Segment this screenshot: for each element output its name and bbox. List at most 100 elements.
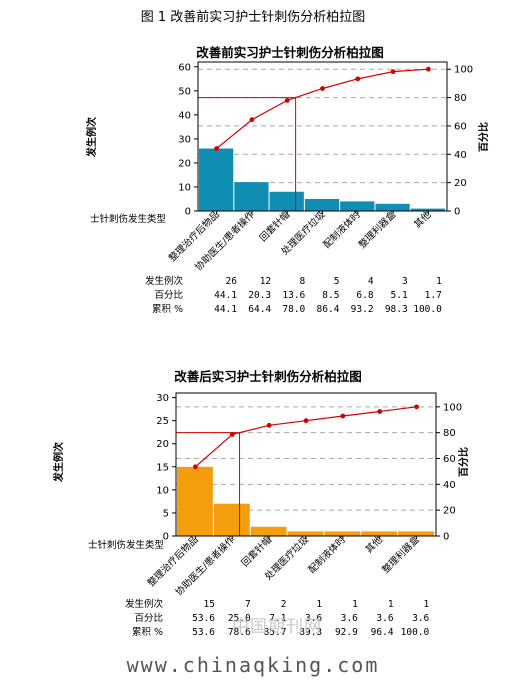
before-y2label: 百分比 — [477, 122, 490, 152]
watermark-url: www.chinaqking.com — [126, 653, 380, 677]
after-cumulative-point-1 — [193, 464, 198, 470]
after-row-1-cell-1: 15 — [204, 599, 215, 610]
before-bar-6 — [375, 203, 410, 211]
before-y2tick-label: 20 — [454, 178, 467, 189]
after-bar-2 — [213, 503, 250, 536]
after-row-1-cell-4: 1 — [316, 599, 322, 610]
before-cumulative-point-5 — [355, 76, 361, 82]
before-ytick-label: 30 — [178, 134, 191, 145]
before-cumulative-point-6 — [390, 69, 396, 75]
after-category-label-5: 配制液体时 — [306, 533, 348, 575]
figure-title: 图 1 改善前实习护士针刺伤分析柏拉图 — [140, 10, 366, 25]
before-row-label-1: 发生例次 — [145, 275, 184, 287]
before-row-3-cell-1: 44.1 — [214, 304, 237, 315]
before-bar-7 — [410, 208, 445, 211]
after-y2tick-label: 100 — [443, 402, 462, 413]
after-row-2-cell-7: 3.6 — [412, 613, 429, 624]
after-row-2-cell-2: 25.0 — [228, 613, 251, 624]
before-ytick-label: 0 — [185, 207, 191, 218]
after-bar-3 — [250, 526, 287, 536]
before-y2tick-label: 40 — [454, 150, 467, 161]
before-row-label-3: 累积 % — [152, 303, 183, 315]
watermark-cn: 中国期刊网 — [232, 617, 322, 637]
after-row-2-cell-3: 7.1 — [269, 613, 286, 624]
before-ytick-label: 50 — [178, 86, 191, 97]
after-xlabel: 士针刺伤发生类型 — [88, 539, 165, 551]
after-cumulative-point-2 — [229, 432, 235, 437]
before-ytick-label: 40 — [178, 110, 191, 121]
before-row-2-cell-2: 20.3 — [248, 290, 271, 301]
before-row-2-cell-5: 6.8 — [356, 290, 373, 301]
after-cumulative-point-7 — [414, 404, 419, 410]
before-cumulative-line — [216, 68, 429, 149]
after-row-1-cell-3: 2 — [281, 599, 287, 610]
after-bar-4 — [287, 531, 324, 536]
after-cumulative-point-6 — [377, 409, 383, 414]
after-row-3-cell-4: 89.3 — [299, 627, 322, 638]
before-ylabel: 发生例次 — [85, 117, 98, 158]
before-y2tick-label: 60 — [454, 121, 467, 132]
after-y2tick-label: 20 — [443, 506, 456, 517]
before-y2tick-label: 80 — [454, 93, 467, 104]
after-row-1-cell-2: 7 — [245, 599, 251, 610]
after-cumulative-point-3 — [266, 422, 272, 428]
after-ytick-label: 0 — [163, 532, 169, 543]
after-row-1-cell-5: 1 — [352, 599, 358, 610]
after-bar-5 — [324, 531, 361, 536]
after-ytick-label: 25 — [156, 416, 169, 427]
before-row-1-cell-6: 3 — [402, 276, 408, 287]
before-bar-5 — [340, 201, 375, 211]
before-row-3-cell-2: 64.4 — [248, 304, 271, 315]
before-row-3-cell-3: 78.0 — [282, 304, 305, 315]
after-cumulative-line — [195, 406, 417, 468]
after-bar-6 — [361, 531, 398, 536]
before-row-3-cell-7: 100.0 — [413, 304, 442, 315]
chart-title-before: 改善前实习护士针刺伤分析柏拉图 — [196, 45, 384, 60]
after-row-label-1: 发生例次 — [125, 598, 164, 610]
before-row-1-cell-4: 5 — [334, 276, 340, 287]
after-y2tick-label: 80 — [443, 428, 456, 439]
after-row-3-cell-1: 53.6 — [192, 627, 215, 638]
after-row-1-cell-7: 1 — [424, 599, 430, 610]
before-bar-3 — [269, 191, 304, 211]
before-row-1-cell-7: 1 — [436, 276, 442, 287]
after-row-2-cell-4: 3.6 — [305, 613, 322, 624]
after-ylabel: 发生例次 — [52, 442, 65, 483]
before-row-1-cell-5: 4 — [368, 276, 374, 287]
before-y2tick-label: 100 — [454, 65, 473, 76]
before-row-2-cell-3: 13.6 — [282, 290, 305, 301]
before-ytick-label: 20 — [178, 158, 191, 169]
after-row-2-cell-1: 53.6 — [192, 613, 215, 624]
chart-title-after: 改善后实习护士针刺伤分析柏拉图 — [174, 369, 362, 384]
after-row-3-cell-2: 78.6 — [228, 627, 251, 638]
after-y2tick-label: 40 — [443, 480, 456, 491]
before-row-2-cell-6: 5.1 — [391, 290, 408, 301]
before-cumulative-point-7 — [425, 66, 431, 72]
before-category-label-6: 整理利器盒 — [356, 208, 398, 250]
after-bar-7 — [398, 531, 434, 536]
after-y2tick-label: 60 — [443, 454, 456, 465]
after-ytick-label: 15 — [156, 462, 169, 473]
before-cumulative-point-2 — [249, 117, 255, 123]
after-category-label-6: 其他 — [363, 533, 385, 555]
before-category-label-3: 回套针帽 — [257, 209, 292, 244]
after-row-label-3: 累积 % — [132, 626, 163, 638]
after-ytick-label: 30 — [156, 393, 169, 404]
after-row-1-cell-6: 1 — [388, 599, 394, 610]
before-bar-2 — [234, 182, 269, 211]
after-bar-1 — [177, 466, 213, 536]
after-y2tick-label: 0 — [443, 532, 449, 543]
before-cumulative-point-3 — [284, 98, 290, 103]
before-cumulative-point-4 — [320, 86, 325, 91]
after-category-label-7: 整理利器盒 — [380, 533, 422, 575]
before-category-label-7: 其他 — [412, 208, 434, 230]
before-row-3-cell-5: 93.2 — [351, 304, 374, 315]
after-row-2-cell-5: 3.6 — [341, 613, 358, 624]
before-row-2-cell-4: 8.5 — [322, 290, 339, 301]
after-ytick-label: 20 — [156, 439, 169, 450]
before-row-1-cell-2: 12 — [260, 276, 271, 287]
after-category-label-3: 回套针帽 — [239, 534, 274, 569]
before-cumulative-point-1 — [214, 146, 220, 151]
before-row-2-cell-7: 1.7 — [425, 290, 442, 301]
